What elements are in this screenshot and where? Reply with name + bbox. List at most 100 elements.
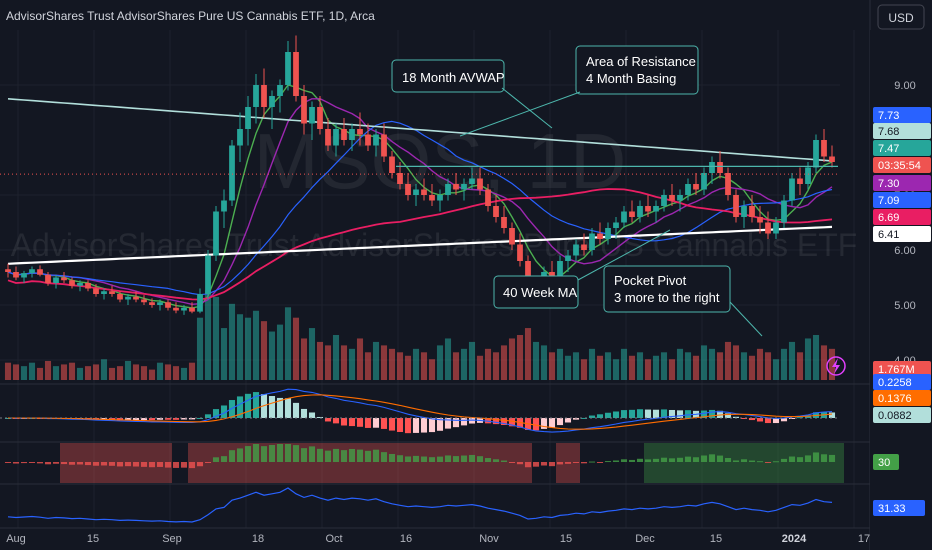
momentum-bar bbox=[140, 462, 148, 467]
volume-bar bbox=[732, 345, 740, 380]
candle-body bbox=[389, 156, 395, 173]
annotation-resistance-text: Area of Resistance 4 Month Basing bbox=[586, 54, 699, 86]
volume-bar bbox=[596, 355, 604, 380]
volume-bar bbox=[156, 362, 164, 380]
volume-bar bbox=[260, 321, 268, 380]
macd-histogram-bar bbox=[732, 416, 740, 418]
macd-histogram-bar bbox=[500, 418, 508, 426]
time-tick-label: Aug bbox=[6, 533, 26, 545]
momentum-bar bbox=[36, 462, 44, 464]
momentum-bar bbox=[660, 457, 668, 462]
momentum-bar bbox=[28, 462, 36, 463]
macd-histogram-bar bbox=[828, 412, 836, 418]
momentum-bar bbox=[708, 454, 716, 462]
annotation-avwap[interactable]: 18 Month AVWAP bbox=[391, 59, 553, 129]
macd-histogram-bar bbox=[708, 409, 716, 418]
annotation-40-week-ma[interactable]: 40 Week MA bbox=[493, 229, 671, 309]
momentum-bar bbox=[700, 455, 708, 462]
volume-bar bbox=[132, 364, 140, 380]
candle-body bbox=[37, 269, 43, 275]
volume-bar bbox=[668, 359, 676, 380]
macd-label-badge bbox=[873, 374, 931, 390]
volume-bar bbox=[636, 352, 644, 380]
macd-histogram-bar bbox=[660, 409, 668, 418]
momentum-bar bbox=[596, 462, 604, 463]
volume-bar bbox=[540, 345, 548, 380]
lightning-icon[interactable] bbox=[826, 356, 846, 376]
macd-histogram-bar bbox=[340, 418, 348, 426]
momentum-bar bbox=[716, 455, 724, 462]
candle-body bbox=[221, 200, 227, 212]
macd-histogram-bar bbox=[356, 418, 364, 427]
momentum-bar bbox=[76, 462, 84, 465]
macd-histogram-bar bbox=[332, 418, 340, 424]
macd-histogram-bar bbox=[716, 410, 724, 418]
price-label-badge bbox=[873, 123, 931, 139]
volume-bar bbox=[652, 355, 660, 380]
macd-histogram-bar bbox=[700, 410, 708, 418]
volume-bar bbox=[772, 359, 780, 380]
volume-bar bbox=[644, 359, 652, 380]
volume-bar bbox=[332, 335, 340, 380]
candle-body bbox=[165, 302, 171, 308]
candle-body bbox=[637, 206, 643, 217]
momentum-bar bbox=[148, 462, 156, 468]
annotation-resistance[interactable]: Area of Resistance 4 Month Basing bbox=[459, 45, 699, 137]
volume-bar bbox=[620, 348, 628, 380]
volume-bar bbox=[148, 369, 156, 380]
volume-bar bbox=[20, 366, 28, 380]
macd-histogram-bar bbox=[772, 418, 780, 424]
momentum-bar bbox=[100, 462, 108, 466]
macd-histogram-bar bbox=[188, 418, 196, 420]
macd-histogram-bar bbox=[324, 418, 332, 422]
volume-bar bbox=[356, 338, 364, 380]
annotation-40-week-ma-text: 40 Week MA bbox=[503, 285, 578, 300]
ma-21-line bbox=[7, 120, 833, 296]
volume-bar bbox=[820, 345, 828, 380]
macd-histogram-bar bbox=[308, 412, 316, 418]
volume-bar bbox=[612, 359, 620, 380]
candle-body bbox=[437, 195, 443, 201]
macd-label-text: 0.0882 bbox=[878, 410, 912, 422]
ma-50-line bbox=[7, 188, 833, 301]
momentum-bar bbox=[404, 456, 412, 462]
volume-bar bbox=[532, 341, 540, 380]
macd-histogram-bar bbox=[492, 418, 500, 425]
volume-bar bbox=[300, 338, 308, 380]
volume-bar bbox=[76, 367, 84, 380]
candle-body bbox=[277, 85, 283, 96]
macd-histogram-bar bbox=[540, 418, 548, 429]
momentum-bar bbox=[492, 459, 500, 462]
momentum-bar bbox=[604, 461, 612, 463]
volume-bar bbox=[68, 362, 76, 380]
time-axis[interactable]: Aug 15 Sep 18 Oct 16 Nov 15 Dec 15 2024 17 bbox=[6, 533, 870, 545]
annotation-pocket-pivot[interactable]: Pocket Pivot 3 more to the right bbox=[603, 265, 763, 337]
momentum-bar bbox=[644, 459, 652, 462]
momentum-bar bbox=[748, 460, 756, 462]
currency-button[interactable]: USD bbox=[877, 4, 925, 30]
candle-body bbox=[229, 145, 235, 201]
momentum-bar bbox=[108, 462, 116, 466]
candle-body bbox=[709, 162, 715, 173]
volume-bars bbox=[4, 290, 836, 380]
volume-bar bbox=[724, 341, 732, 380]
volume-bar bbox=[60, 364, 68, 380]
candle-body bbox=[597, 233, 603, 239]
momentum-bar bbox=[572, 462, 580, 463]
macd-histogram-bar bbox=[612, 411, 620, 418]
candle-body bbox=[645, 206, 651, 212]
momentum-bar bbox=[804, 455, 812, 462]
volume-bar bbox=[236, 314, 244, 380]
candle-body bbox=[245, 107, 251, 129]
macd-histogram-bar bbox=[156, 418, 164, 420]
candlesticks bbox=[0, 35, 840, 315]
momentum-bar bbox=[196, 462, 204, 467]
candle-body bbox=[293, 52, 299, 96]
momentum-bar bbox=[556, 462, 564, 465]
macd-histogram-bar bbox=[636, 409, 644, 418]
candle-body bbox=[213, 211, 219, 256]
candle-body bbox=[341, 129, 347, 140]
price-tick-label: 9.00 bbox=[894, 80, 915, 92]
price-axis[interactable]: 9.007.006.005.004.007.737.687.4703:35:54… bbox=[870, 30, 932, 550]
